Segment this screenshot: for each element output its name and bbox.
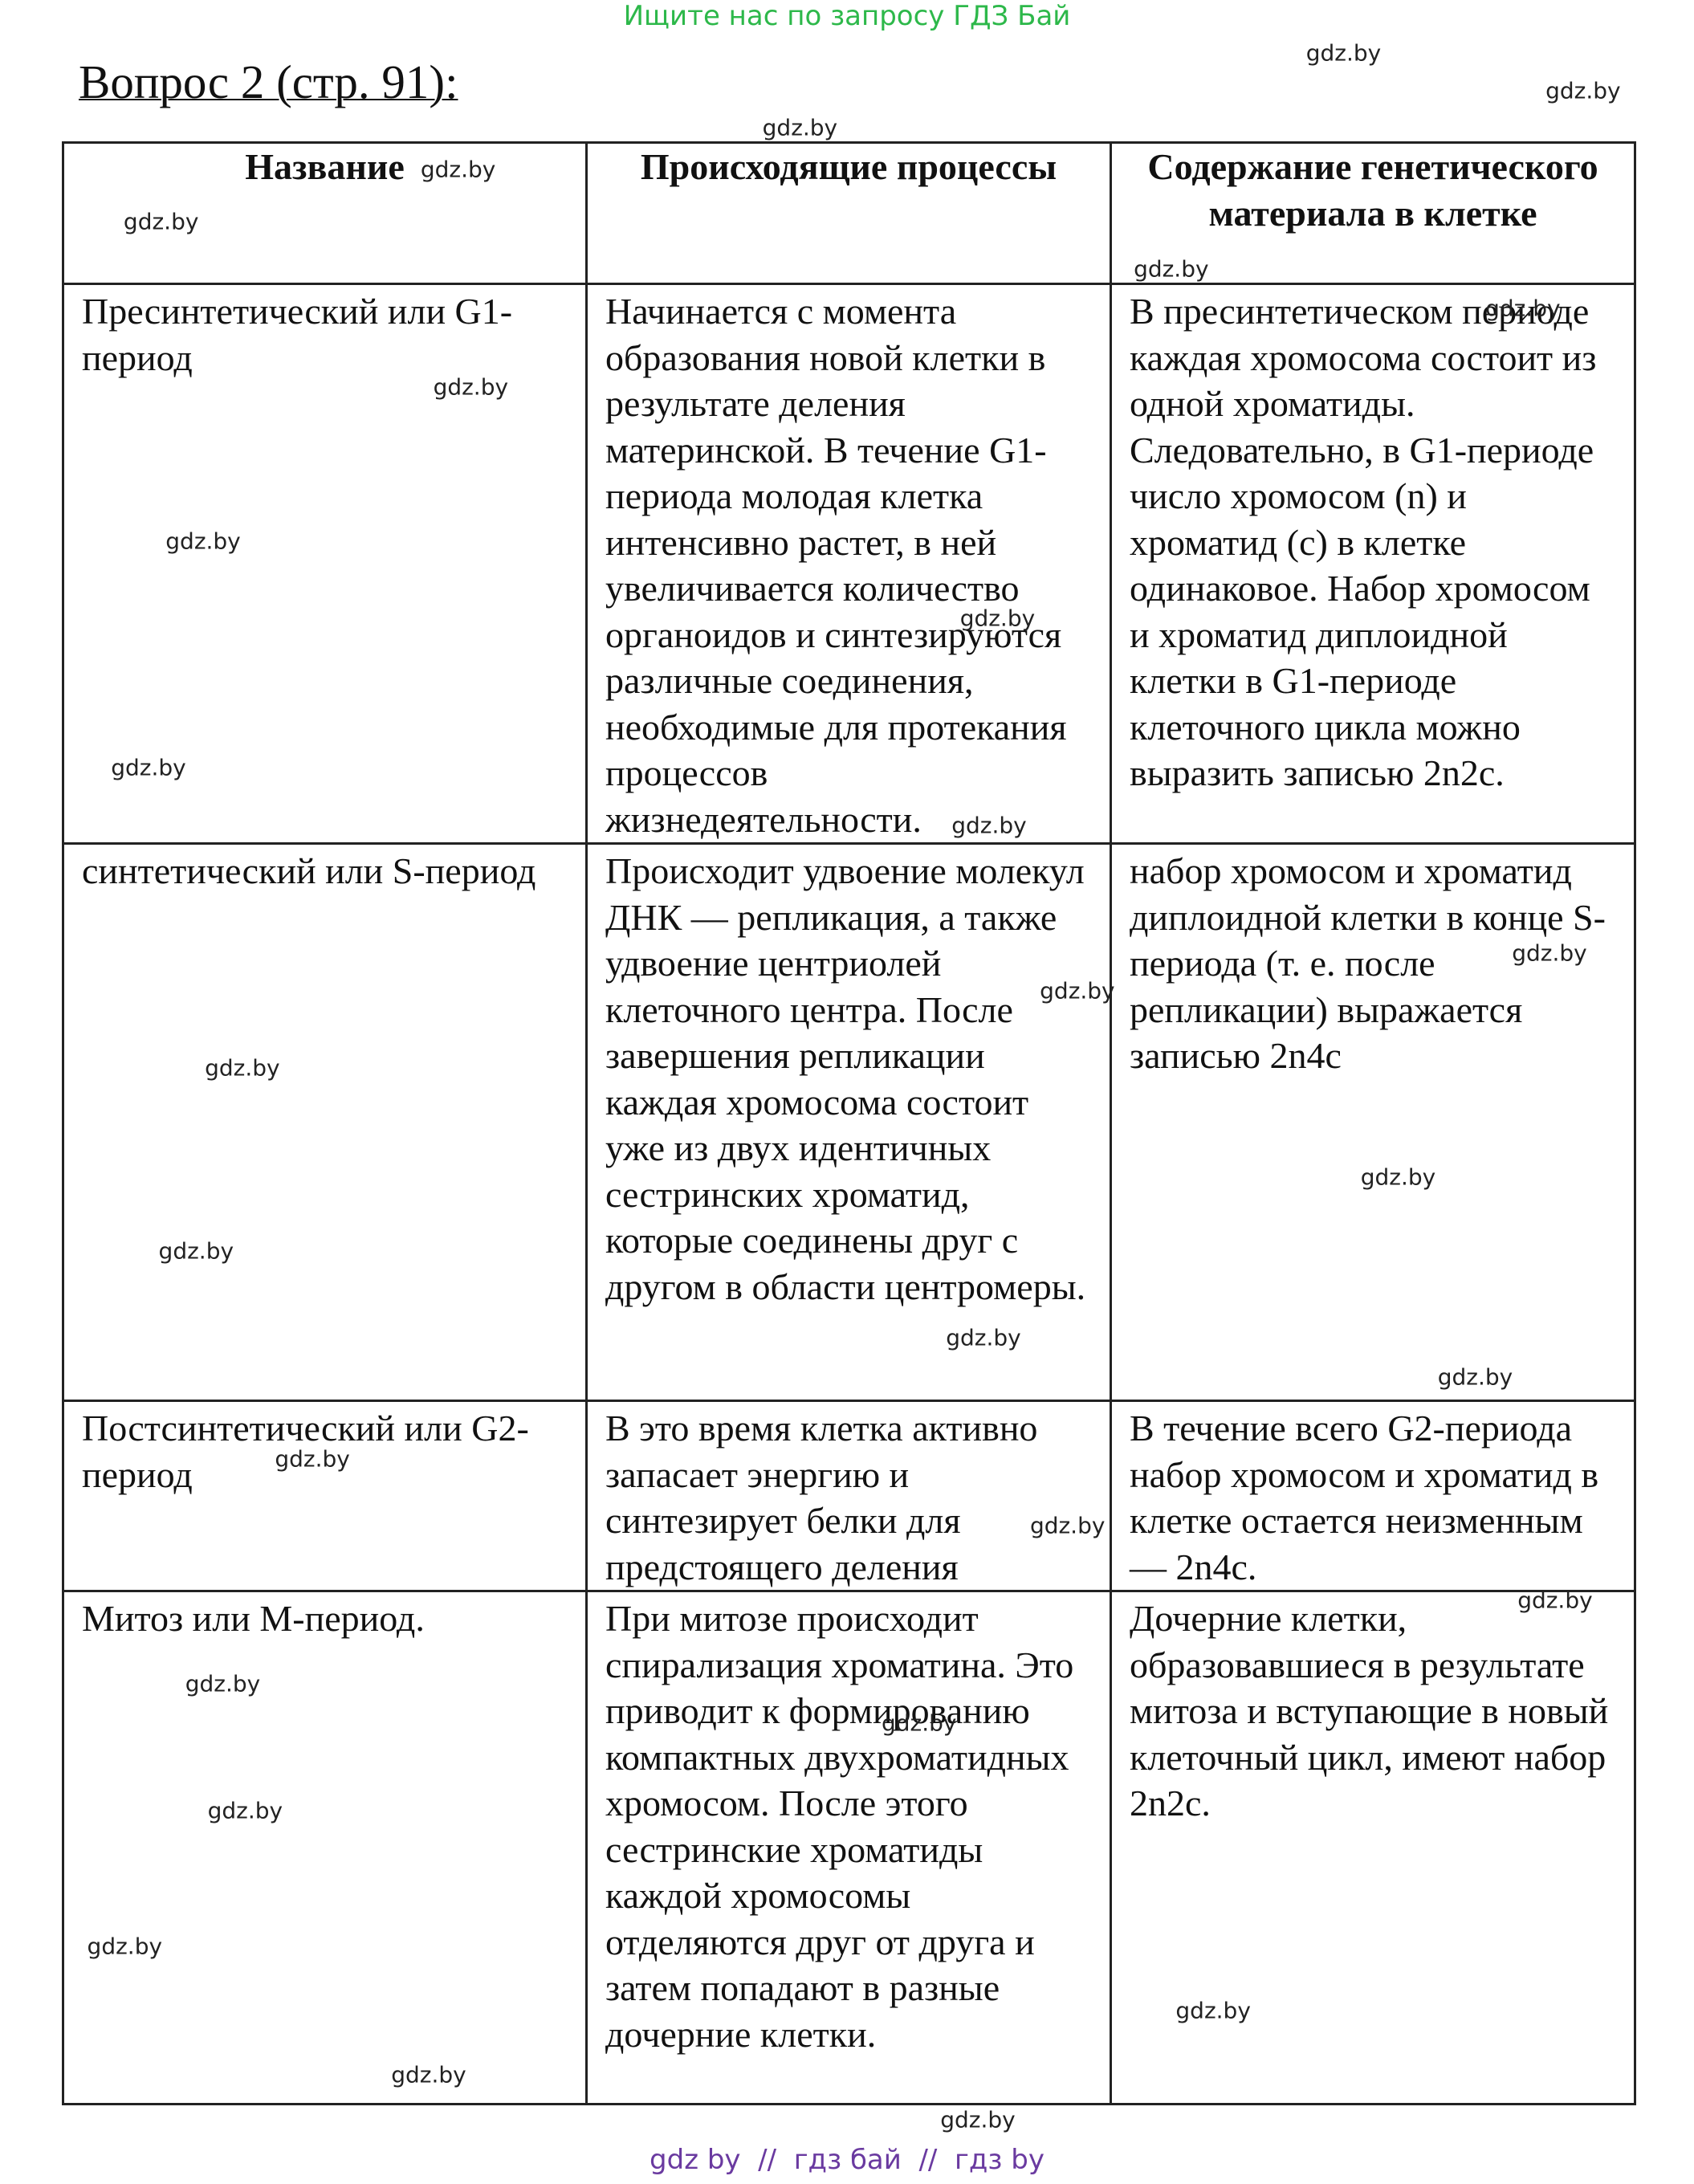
header-cell: Происходящие процессы bbox=[585, 141, 1112, 285]
watermark: gdz.by bbox=[1512, 939, 1587, 967]
watermark: gdz.by bbox=[87, 1933, 163, 1960]
table-cell: Начинается с момента образования новой к… bbox=[585, 283, 1112, 845]
table-cell: синтетический или S-период bbox=[62, 842, 588, 1402]
watermark: gdz.by bbox=[205, 1054, 280, 1082]
table-cell: Митоз или M-период. bbox=[62, 1590, 588, 2105]
watermark: gdz.by bbox=[433, 373, 509, 401]
table-cell: При митозе происходит спирализация хрома… bbox=[585, 1590, 1112, 2105]
watermark: gdz.by bbox=[123, 208, 199, 235]
footer: gdz by // гдз бай // гдз by bbox=[650, 2144, 1044, 2176]
watermark: gdz.by bbox=[391, 2061, 466, 2088]
watermark: gdz.by bbox=[275, 1445, 350, 1473]
watermark: gdz.by bbox=[158, 1237, 234, 1265]
watermark: gdz.by bbox=[1360, 1163, 1436, 1191]
table: Название Происходящие процессы Содержани… bbox=[62, 141, 1636, 2105]
top-banner: Ищите нас по запросу ГДЗ Бай bbox=[623, 0, 1071, 32]
table-cell: Дочерние клетки, образовавшиеся в резуль… bbox=[1110, 1590, 1636, 2105]
watermark: gdz.by bbox=[1305, 39, 1382, 67]
table-row: Постсинтетический или G2-период В это вре… bbox=[62, 1400, 1636, 1592]
watermark: gdz.by bbox=[1175, 1997, 1251, 2024]
watermark: gdz.by bbox=[940, 2106, 1016, 2133]
watermark: gdz.by bbox=[1134, 255, 1209, 283]
table-cell: Происходит удвоение молекул ДНК — реплик… bbox=[585, 842, 1112, 1402]
table-cell: Пресинтетический или G1-период bbox=[62, 283, 588, 845]
watermark: gdz.by bbox=[1029, 1512, 1106, 1539]
table-cell: В это время клетка активно запасает энер… bbox=[585, 1400, 1112, 1592]
watermark: gdz.by bbox=[951, 812, 1027, 839]
watermark: gdz.by bbox=[1040, 977, 1115, 1004]
watermark: gdz.by bbox=[1437, 1363, 1513, 1391]
table-row: Митоз или M-период. При митозе происходит… bbox=[62, 1590, 1636, 2105]
watermark: gdz.by bbox=[946, 1324, 1021, 1351]
header-cell: Содержание генетического материала в кле… bbox=[1110, 141, 1636, 285]
table-row: Пресинтетический или G1-период Начинается… bbox=[62, 283, 1636, 845]
table-cell: Постсинтетический или G2-период bbox=[62, 1400, 588, 1592]
watermark: gdz.by bbox=[111, 754, 186, 781]
watermark: gdz.by bbox=[1485, 295, 1561, 322]
watermark: gdz.by bbox=[1545, 77, 1621, 104]
watermark: gdz.by bbox=[1517, 1587, 1593, 1614]
watermark: gdz.by bbox=[959, 605, 1036, 632]
header-cell: Название bbox=[62, 141, 588, 285]
table-row: синтетический или S-период Происходит удв… bbox=[62, 842, 1636, 1402]
header-row: Название Происходящие процессы Содержани… bbox=[62, 141, 1636, 285]
watermark: gdz.by bbox=[185, 1670, 261, 1697]
watermark: gdz.by bbox=[881, 1709, 957, 1737]
table-cell: набор хромосом и хроматид диплоидной кле… bbox=[1110, 842, 1636, 1402]
watermark: gdz.by bbox=[207, 1797, 283, 1824]
watermark: gdz.by bbox=[420, 156, 496, 183]
title: Вопрос 2 (стр. 91): bbox=[79, 55, 458, 108]
table-cell: В пресинтетическом периоде каждая хромос… bbox=[1110, 283, 1636, 845]
table-cell: В течение всего G2-периода набор хромосо… bbox=[1110, 1400, 1636, 1592]
watermark: gdz.by bbox=[762, 114, 838, 141]
watermark: gdz.by bbox=[165, 528, 241, 555]
